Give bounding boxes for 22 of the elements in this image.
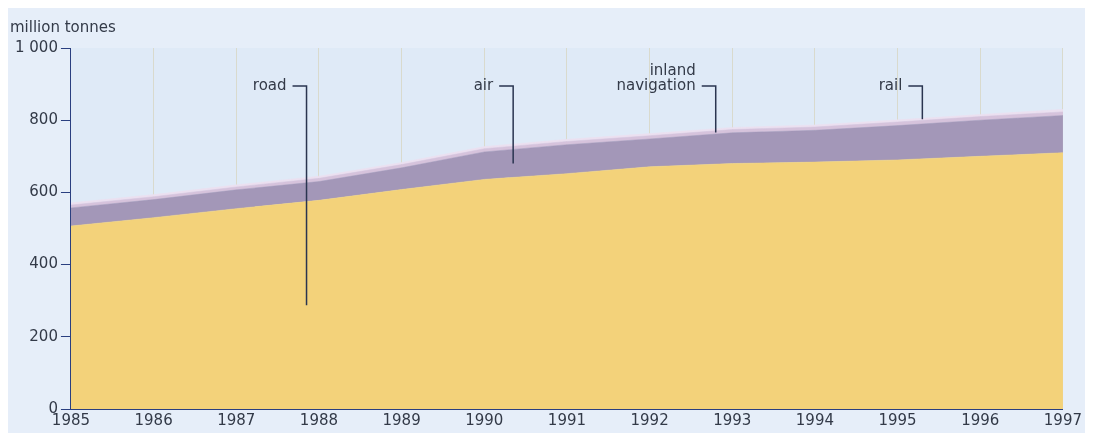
x-tick-label: 1987 xyxy=(217,410,256,429)
series-label: rail xyxy=(878,75,903,94)
x-tick-label: 1997 xyxy=(1043,410,1083,429)
x-tick-label: 1989 xyxy=(382,410,421,429)
y-tick-label: 200 xyxy=(29,326,58,345)
y-tick-label: 800 xyxy=(29,110,58,129)
y-tick-label: 1 000 xyxy=(14,37,58,56)
x-tick-label: 1995 xyxy=(878,410,917,429)
x-tick-label: 1991 xyxy=(547,410,587,429)
y-tick-label: 400 xyxy=(29,254,58,273)
text: air xyxy=(473,75,494,94)
x-tick-label: 1992 xyxy=(630,410,669,429)
text: inland navigation xyxy=(616,60,696,94)
x-tick-label: 1994 xyxy=(795,410,835,429)
x-tick-label: 1990 xyxy=(465,410,504,429)
x-tick-label: 1988 xyxy=(299,410,339,429)
x-tick-label: 1996 xyxy=(961,410,1000,429)
x-tick-label: 1993 xyxy=(713,410,752,429)
text: road xyxy=(252,75,287,94)
x-tick-label: 1986 xyxy=(134,410,173,429)
y-tick-label: 600 xyxy=(29,182,58,201)
y-axis-title: million tonnes xyxy=(10,18,117,37)
